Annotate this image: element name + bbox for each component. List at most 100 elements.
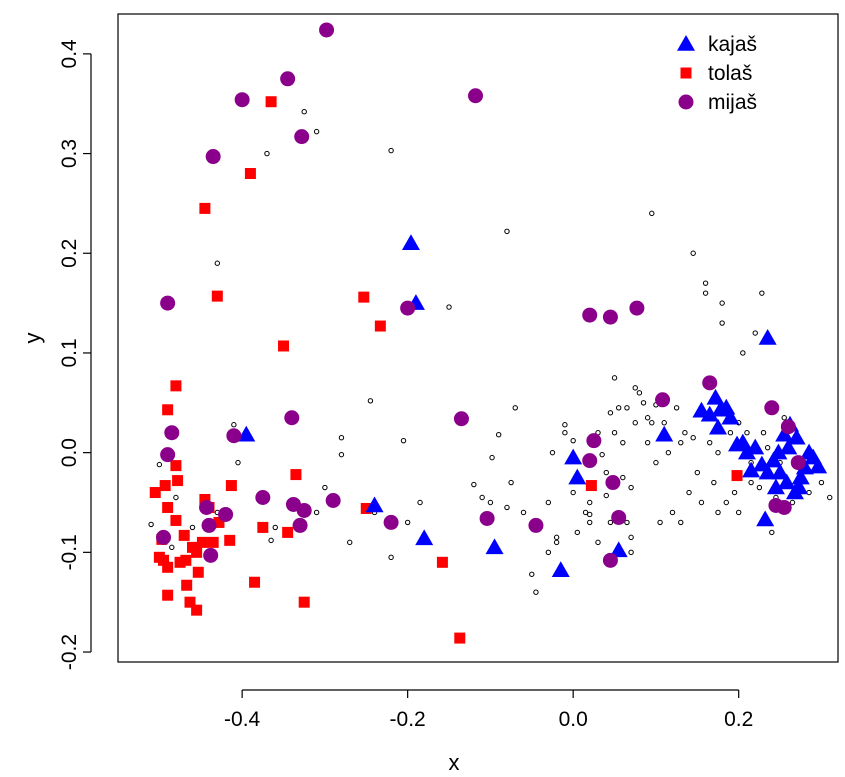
mija-point — [280, 71, 296, 87]
kaja-point — [365, 496, 384, 513]
tola-point — [174, 556, 186, 568]
unlabeled-point — [789, 499, 796, 506]
unlabeled-point — [322, 484, 328, 491]
unlabeled-point — [545, 549, 552, 556]
unlabeled-point — [504, 504, 510, 511]
tola-point — [436, 556, 448, 568]
unlabeled-point — [214, 260, 221, 266]
unlabeled-point — [702, 290, 709, 296]
kaja-point — [551, 561, 570, 578]
tola-point — [265, 96, 277, 108]
kaja-point — [756, 510, 775, 527]
unlabeled-point — [727, 430, 734, 436]
tola-point — [282, 526, 294, 538]
unlabeled-point — [711, 479, 717, 486]
mija-point — [400, 300, 416, 316]
tola-point — [454, 632, 466, 644]
mija-point — [226, 428, 242, 444]
tola-point — [207, 536, 219, 548]
unlabeled-point — [764, 444, 771, 451]
tola-point — [178, 529, 190, 541]
unlabeled-point — [587, 511, 593, 518]
unlabeled-point — [661, 420, 667, 426]
unlabeled-point — [487, 499, 494, 506]
unlabeled-point — [682, 430, 688, 436]
unlabeled-point — [595, 539, 601, 546]
unlabeled-point — [760, 430, 767, 436]
unlabeled-point — [599, 451, 605, 458]
unlabeled-point — [489, 454, 495, 461]
kaja-point — [415, 529, 434, 546]
unlabeled-point — [189, 524, 196, 531]
unlabeled-point — [673, 405, 680, 411]
mija-point — [629, 300, 645, 316]
legend-marker — [678, 94, 694, 110]
unlabeled-point — [632, 385, 638, 391]
legend-entry: tolaš — [680, 62, 752, 85]
tola-point — [224, 534, 236, 546]
kaja-point — [568, 468, 587, 485]
unlabeled-point — [628, 549, 634, 556]
mija-point — [294, 129, 310, 145]
unlabeled-point — [731, 489, 738, 496]
unlabeled-point — [649, 420, 655, 426]
tola-point — [211, 290, 223, 302]
tola-point — [162, 404, 174, 416]
unlabeled-point — [235, 459, 241, 466]
mija-point — [292, 517, 308, 533]
unlabeled-point — [636, 390, 643, 396]
unlabeled-point — [545, 499, 552, 506]
unlabeled-point — [570, 489, 576, 496]
tola-point — [180, 554, 192, 566]
unlabeled-point — [628, 484, 634, 491]
unlabeled-point — [620, 439, 626, 446]
unlabeled-point — [719, 300, 725, 306]
tola-point — [731, 470, 743, 482]
unlabeled-point — [735, 509, 742, 516]
data-points — [148, 22, 833, 644]
mija-point — [468, 88, 484, 104]
mija-point — [205, 149, 221, 165]
mija-point — [319, 22, 335, 38]
x-axis: -0.4 -0.2 0.0 0.2 — [224, 689, 753, 731]
kaja-point — [746, 438, 765, 455]
mija-point — [611, 509, 627, 525]
tola-point — [170, 514, 182, 526]
mija-point — [528, 517, 544, 533]
mija-point — [776, 499, 792, 515]
kaja-point — [758, 463, 777, 480]
unlabeled-point — [388, 554, 394, 561]
mija-point — [164, 425, 180, 441]
unlabeled-point — [827, 494, 833, 501]
tola-point — [225, 480, 237, 492]
kaja-point — [564, 448, 583, 465]
mija-point — [255, 490, 271, 506]
unlabeled-point — [628, 534, 634, 541]
unlabeled-point — [698, 499, 705, 506]
unlabeled-point — [744, 430, 750, 436]
tola-point — [191, 546, 203, 558]
kaja-point — [795, 458, 814, 475]
mija-point — [582, 307, 598, 323]
kaja-point — [764, 451, 783, 468]
kaja-point — [766, 478, 785, 495]
unlabeled-point — [508, 479, 514, 486]
unlabeled-point — [313, 509, 320, 516]
tola-point — [162, 561, 174, 573]
mija-point — [383, 514, 399, 530]
unlabeled-point — [603, 492, 609, 499]
legend-marker — [677, 35, 695, 51]
unlabeled-point — [715, 509, 721, 516]
unlabeled-point — [520, 509, 527, 516]
mija-point — [702, 375, 718, 391]
unlabeled-point — [690, 250, 696, 256]
mija-point — [655, 392, 671, 408]
unlabeled-point — [723, 499, 729, 506]
mija-point — [284, 410, 300, 426]
unlabeled-point — [173, 494, 179, 501]
mija-point — [605, 475, 621, 491]
unlabeled-point — [719, 320, 725, 326]
unlabeled-point — [529, 571, 535, 577]
tola-point — [374, 320, 386, 332]
